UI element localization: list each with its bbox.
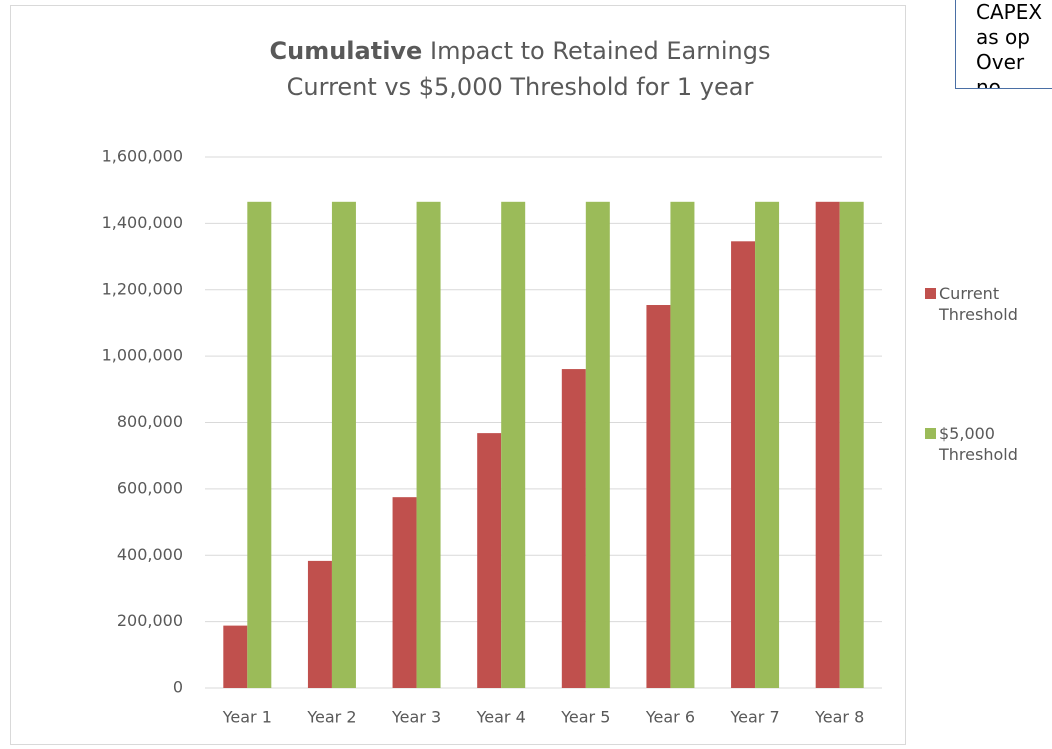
bar xyxy=(307,560,332,688)
bar xyxy=(646,305,671,688)
x-tick-label: Year 3 xyxy=(391,708,441,727)
legend-item: Current Threshold xyxy=(925,283,1025,325)
text-box-line: Over xyxy=(976,50,1025,74)
title-rest: Impact to Retained Earnings xyxy=(430,37,771,65)
x-tick-label: Year 6 xyxy=(645,708,695,727)
text-box-line: CAPEX xyxy=(976,0,1043,24)
bar xyxy=(585,201,610,688)
legend-label: Current Threshold xyxy=(939,284,1018,324)
y-tick-label: 800,000 xyxy=(117,412,183,431)
text-box-line: as op xyxy=(976,25,1030,49)
chart-subtitle: Current vs $5,000 Threshold for 1 year xyxy=(287,73,754,101)
y-tick-label: 1,400,000 xyxy=(102,213,183,232)
x-tick-label: Year 2 xyxy=(306,708,356,727)
x-tick-label: Year 5 xyxy=(560,708,610,727)
bar xyxy=(839,201,864,688)
legend-item: $5,000 Threshold xyxy=(925,423,1025,465)
y-tick-label: 1,600,000 xyxy=(102,147,183,166)
bar xyxy=(501,201,526,688)
bar xyxy=(416,201,441,688)
bar xyxy=(477,433,502,688)
x-tick-label: Year 4 xyxy=(476,708,526,727)
legend-label: $5,000 Threshold xyxy=(939,424,1018,464)
legend-swatch xyxy=(925,288,936,299)
x-tick-label: Year 8 xyxy=(814,708,864,727)
bar xyxy=(223,625,248,688)
y-tick-label: 400,000 xyxy=(117,545,183,564)
x-tick-label: Year 7 xyxy=(729,708,779,727)
bar xyxy=(561,369,586,688)
bar xyxy=(815,201,840,688)
legend-swatch xyxy=(925,428,936,439)
y-tick-label: 600,000 xyxy=(117,478,183,497)
y-tick-label: 0 xyxy=(173,678,183,697)
bar xyxy=(331,201,356,688)
title-bold: Cumulative xyxy=(270,37,423,65)
y-tick-label: 200,000 xyxy=(117,611,183,630)
chart-title: Cumulative Impact to Retained Earnings xyxy=(270,37,771,65)
bar xyxy=(755,201,780,688)
y-tick-label: 1,200,000 xyxy=(102,279,183,298)
text-box-line: no xyxy=(976,75,1001,89)
x-tick-label: Year 1 xyxy=(222,708,272,727)
bar xyxy=(670,201,695,688)
bar xyxy=(731,241,756,688)
bar xyxy=(247,201,272,688)
y-tick-label: 1,000,000 xyxy=(102,346,183,365)
bar xyxy=(392,497,417,688)
